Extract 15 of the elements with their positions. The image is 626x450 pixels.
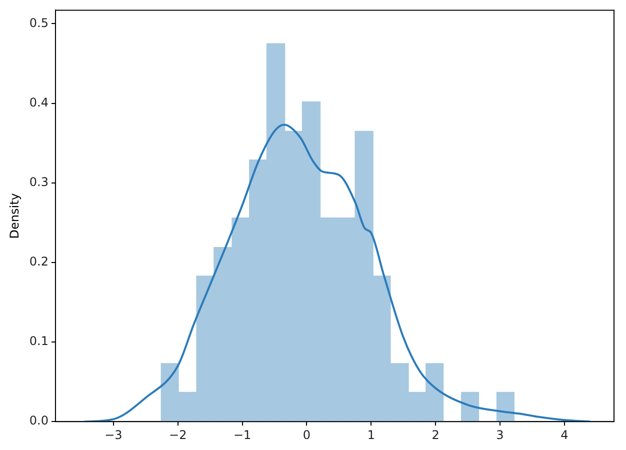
x-tick-label: −2 — [169, 428, 187, 442]
x-tick-label: −1 — [233, 428, 252, 442]
y-tick-label: 0.2 — [29, 254, 48, 269]
x-tick-label: −3 — [104, 428, 122, 442]
y-tick-label: 0.1 — [29, 334, 48, 348]
y-tick-label: 0.5 — [29, 16, 48, 30]
y-tick-label: 0.4 — [29, 95, 48, 110]
y-axis-title: Density — [7, 193, 22, 239]
x-tick-label: 1 — [367, 428, 375, 442]
y-tick-label: 0.0 — [29, 414, 48, 428]
x-tick-label: 4 — [560, 428, 568, 442]
x-tick-label: 0 — [302, 428, 311, 442]
y-tick-label: 0.3 — [29, 175, 48, 189]
x-tick-label: 3 — [496, 428, 504, 442]
x-tick-label: 2 — [432, 428, 440, 442]
